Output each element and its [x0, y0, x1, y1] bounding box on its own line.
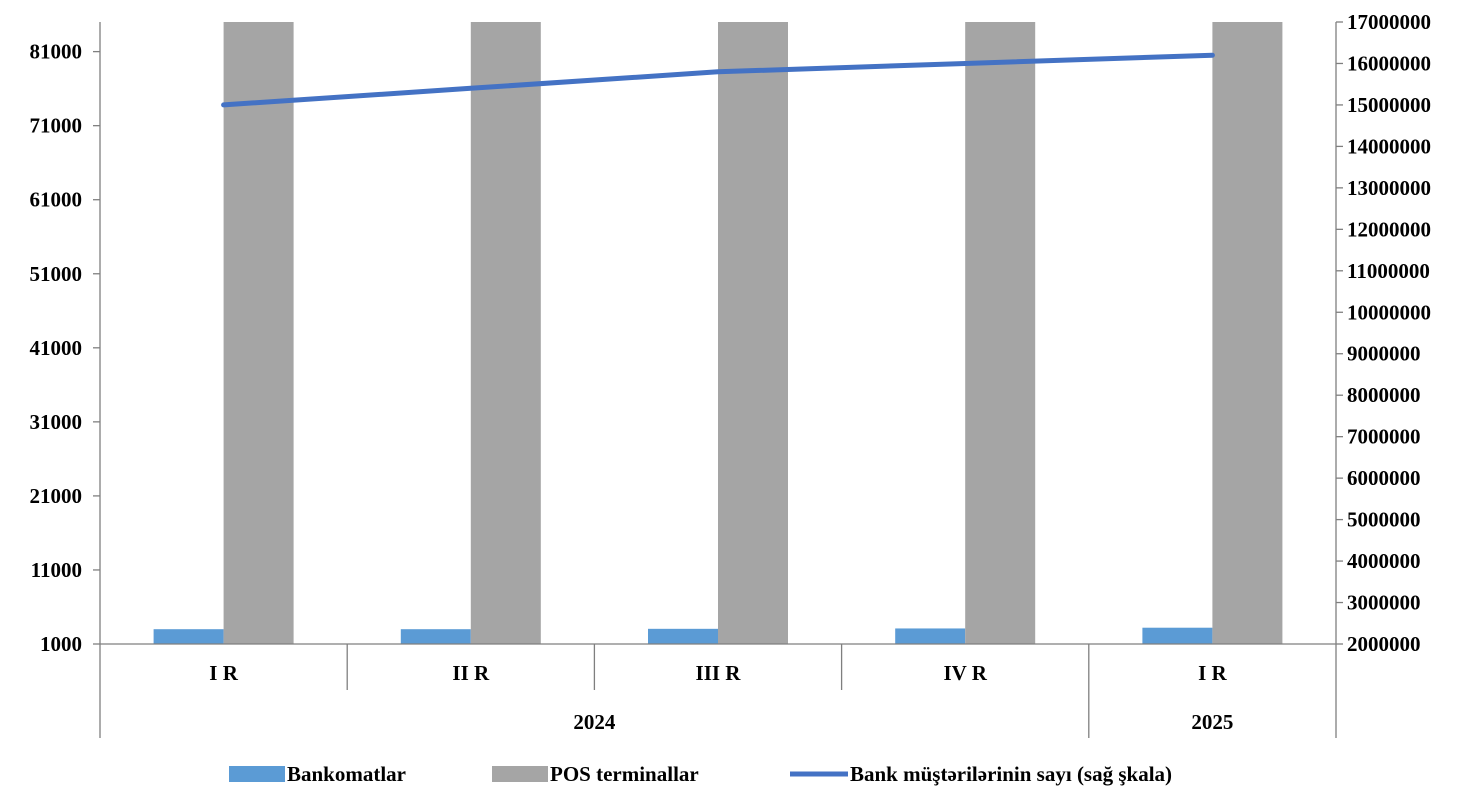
legend-swatch-bankomatlar — [229, 766, 285, 782]
line-layer — [221, 52, 1215, 108]
right-tick-label-12: 14000000 — [1347, 134, 1431, 158]
pos-bar-1 — [470, 22, 541, 644]
legend-label-bankomatlar: Bankomatlar — [287, 762, 406, 786]
right-tick-label-7: 9000000 — [1347, 342, 1421, 366]
left-tick-label-5: 51000 — [30, 262, 83, 286]
category-label-1: II R — [452, 661, 490, 685]
right-tick-label-13: 15000000 — [1347, 93, 1431, 117]
right-tick-label-2: 4000000 — [1347, 549, 1421, 573]
right-tick-label-14: 16000000 — [1347, 51, 1431, 75]
group-label-0: 2024 — [573, 710, 616, 734]
left-tick-label-2: 21000 — [30, 484, 83, 508]
left-tick-label-3: 31000 — [30, 410, 83, 434]
legend: Bankomatlar POS terminallar Bank müştərilə… — [229, 762, 1172, 786]
bankomat-bar-3 — [895, 628, 966, 644]
right-tick-label-3: 5000000 — [1347, 508, 1421, 532]
right-tick-label-5: 7000000 — [1347, 425, 1421, 449]
right-tick-label-15: 17000000 — [1347, 10, 1431, 34]
right-tick-label-11: 13000000 — [1347, 176, 1431, 200]
left-tick-label-4: 41000 — [30, 336, 83, 360]
bankomat-bar-4 — [1142, 627, 1213, 644]
left-tick-label-1: 11000 — [31, 558, 82, 582]
legend-label-pos: POS terminallar — [550, 762, 699, 786]
right-tick-label-6: 8000000 — [1347, 383, 1421, 407]
right-tick-label-9: 11000000 — [1347, 259, 1430, 283]
category-label-2: III R — [696, 661, 742, 685]
bankomat-bar-2 — [648, 628, 718, 644]
left-tick-label-0: 1000 — [40, 632, 82, 656]
category-label-3: IV R — [944, 661, 988, 685]
axes-layer: 1000 11000 21000 31000 41000 51000 61000 71000 8… — [30, 10, 1431, 738]
pos-bar-2 — [718, 22, 788, 644]
pos-bar-0 — [223, 22, 294, 644]
legend-swatch-pos — [492, 766, 548, 782]
pos-bar-3 — [965, 22, 1036, 644]
right-tick-label-0: 2000000 — [1347, 632, 1421, 656]
bankomat-bar-1 — [400, 629, 471, 644]
bankomat-bar-0 — [153, 629, 224, 644]
bars-layer — [153, 22, 1283, 644]
right-tick-label-4: 6000000 — [1347, 466, 1421, 490]
left-tick-label-6: 61000 — [30, 188, 83, 212]
legend-label-customers: Bank müştərilərinin sayı (sağ şkala) — [850, 762, 1172, 786]
right-tick-label-1: 3000000 — [1347, 591, 1421, 615]
right-tick-label-8: 10000000 — [1347, 300, 1431, 324]
group-label-1: 2025 — [1191, 710, 1233, 734]
category-label-0: I R — [209, 661, 238, 685]
category-label-4: I R — [1198, 661, 1227, 685]
right-tick-label-10: 12000000 — [1347, 217, 1431, 241]
left-tick-label-8: 81000 — [30, 40, 83, 64]
pos-bar-4 — [1212, 22, 1283, 644]
left-tick-label-7: 71000 — [30, 114, 83, 138]
